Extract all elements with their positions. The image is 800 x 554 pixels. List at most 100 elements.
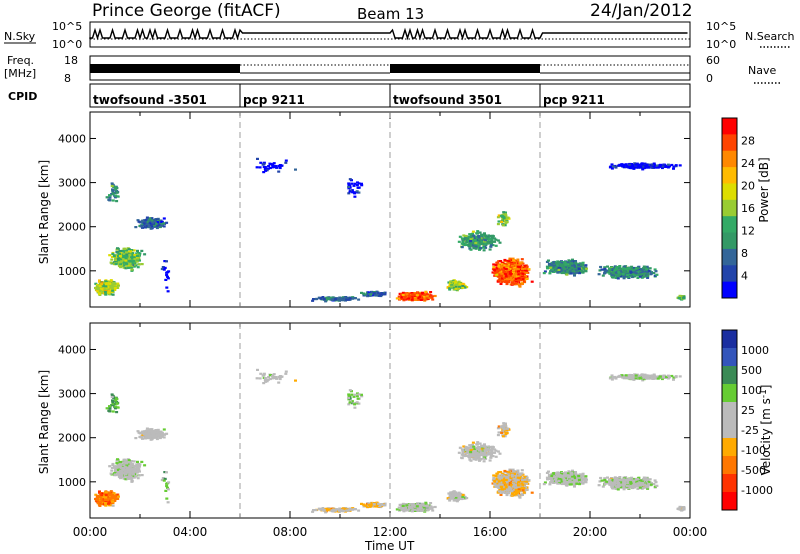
power-cell <box>634 272 638 275</box>
velocity-cell <box>108 493 112 496</box>
power-cell <box>638 273 642 276</box>
power-cell <box>113 288 117 291</box>
power-cell <box>122 266 126 269</box>
power-cell <box>494 238 498 241</box>
power-cell <box>618 273 622 276</box>
power-cell <box>96 290 100 293</box>
power-cell <box>499 260 503 263</box>
power-cell <box>490 240 494 243</box>
power-cell <box>646 275 650 278</box>
power-cell <box>132 249 136 252</box>
power-cell <box>501 277 505 280</box>
power-cell <box>317 296 321 299</box>
power-cell <box>515 274 519 277</box>
cpid-segment-label: twofsound -3501 <box>93 93 207 107</box>
velocity-cell <box>95 496 99 499</box>
power-cell <box>480 233 484 236</box>
power-cell <box>104 293 108 296</box>
velocity-cell <box>95 497 99 500</box>
power-cell <box>508 270 512 273</box>
power-cell <box>513 266 517 269</box>
power-cell <box>347 184 351 187</box>
power-cell <box>493 237 497 240</box>
nsky-trace <box>89 27 690 41</box>
power-cell <box>624 163 628 166</box>
power-cell <box>322 298 326 301</box>
power-cell <box>417 292 421 295</box>
velocity-cell <box>129 461 133 464</box>
power-cell <box>495 273 499 276</box>
power-cell <box>284 159 288 162</box>
power-cell <box>147 226 151 229</box>
power-cell <box>110 255 114 258</box>
power-cell <box>644 166 648 169</box>
power-cell <box>642 267 645 270</box>
power-cell <box>530 280 534 283</box>
power-cell <box>573 265 577 269</box>
power-cell <box>94 282 98 285</box>
power-cell <box>104 285 108 288</box>
power-cell <box>547 266 551 269</box>
power-cell <box>645 163 649 166</box>
power-cell <box>505 282 509 286</box>
velocity-cell <box>126 477 130 480</box>
power-cell <box>122 261 126 264</box>
power-cell <box>613 265 617 268</box>
power-cell <box>160 267 164 271</box>
power-cell <box>129 250 133 253</box>
power-cell <box>640 163 644 166</box>
power-cell <box>155 226 159 230</box>
power-cell <box>497 263 501 266</box>
power-cell <box>653 274 657 277</box>
power-cell <box>149 227 153 230</box>
power-cell <box>383 291 387 294</box>
power-cell <box>132 260 136 263</box>
nsky-tick-top: 10^5 <box>52 20 82 33</box>
power-cell <box>497 269 501 272</box>
power-cell <box>481 242 485 245</box>
power-cell <box>514 269 518 272</box>
power-cell <box>495 261 499 264</box>
velocity-cell <box>122 464 126 467</box>
power-cell <box>611 272 615 275</box>
power-cell <box>504 215 508 218</box>
power-cell <box>658 164 662 167</box>
power-cell <box>496 239 500 242</box>
power-cell <box>478 231 482 234</box>
power-cell <box>510 273 513 276</box>
power-cell <box>123 254 127 257</box>
power-cell <box>102 285 106 288</box>
power-cell <box>515 265 519 268</box>
power-cell <box>158 224 162 227</box>
power-cell <box>108 194 111 197</box>
power-cell <box>611 165 615 168</box>
power-cell <box>638 269 642 272</box>
velocity-cell <box>112 492 116 495</box>
power-cell <box>475 235 479 238</box>
power-cell <box>129 251 133 254</box>
power-cell <box>126 266 130 269</box>
power-cell <box>448 288 452 291</box>
power-cell <box>497 214 501 217</box>
power-cell <box>118 249 122 253</box>
power-cell <box>500 263 504 266</box>
power-cell <box>634 267 638 270</box>
power-cell <box>504 267 508 271</box>
power-cell <box>284 161 288 164</box>
power-cell <box>503 219 507 222</box>
power-cell <box>478 242 482 245</box>
power-cell <box>117 261 121 264</box>
power-cell <box>454 285 458 289</box>
velocity-cell <box>115 459 119 462</box>
power-cell <box>347 185 351 189</box>
power-cell <box>166 275 169 278</box>
power-cell <box>615 266 619 269</box>
power-cell <box>482 249 486 252</box>
velocity-cell <box>111 500 115 503</box>
power-cell <box>143 219 146 222</box>
power-cell <box>636 276 640 279</box>
power-cell <box>682 296 686 299</box>
power-cell <box>626 272 630 275</box>
power-cell <box>399 295 403 298</box>
power-cell <box>431 295 434 298</box>
